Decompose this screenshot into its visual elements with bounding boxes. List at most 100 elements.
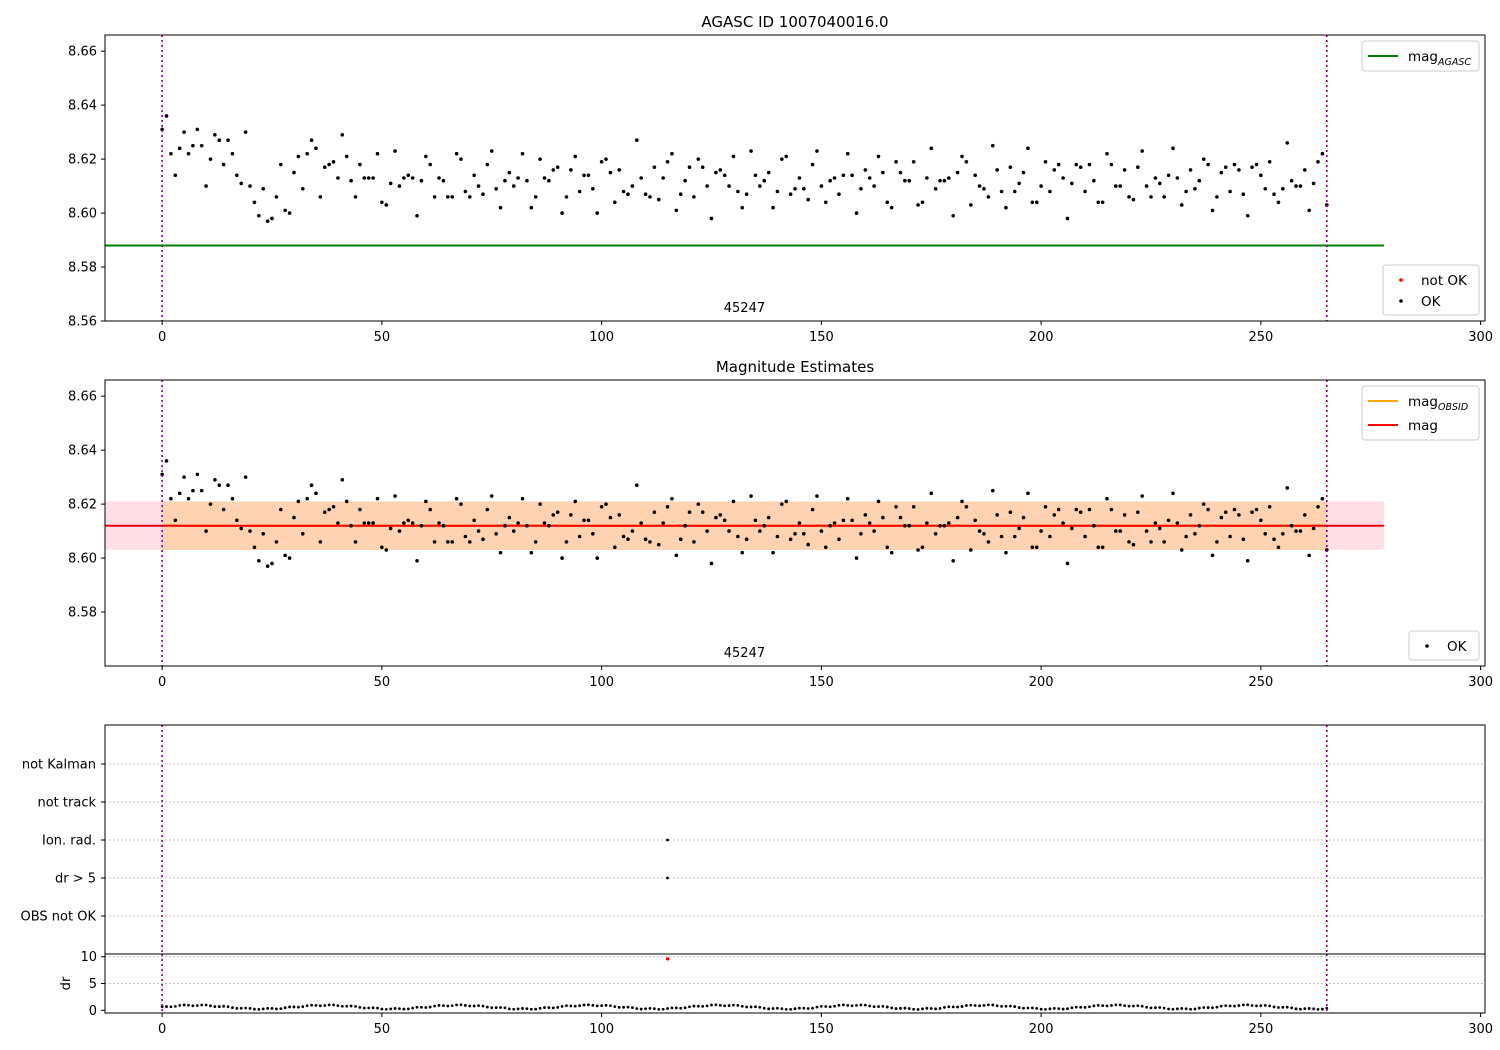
legend-box [1361,385,1480,441]
data-point [903,1006,907,1010]
data-point [850,518,854,523]
data-point [666,1007,669,1010]
data-point [1193,1007,1197,1011]
data-point [340,1004,344,1008]
data-point [1092,178,1096,183]
x-tick-label: 100 [589,1022,614,1037]
data-point [542,176,547,180]
data-point [911,160,916,164]
data-point [1070,181,1074,186]
data-point [828,1005,832,1009]
data-point [947,176,951,180]
data-point [762,1006,766,1010]
data-point [419,178,424,183]
data-point [1281,1005,1285,1009]
data-point [960,1005,964,1008]
data-point [710,1003,713,1007]
data-point [652,165,657,170]
data-point [257,558,261,563]
data-point [850,173,854,178]
data-point [1100,545,1105,550]
data-point [230,151,235,156]
data-point [999,189,1004,194]
chart-title: Magnitude Estimates [716,358,874,376]
data-point [727,529,731,533]
data-point [1180,1007,1184,1010]
data-point [1179,548,1184,552]
data-point [1026,146,1030,151]
data-point [828,178,832,183]
data-point [165,1005,168,1008]
data-point [516,521,520,525]
data-point [283,208,287,213]
data-point [538,157,542,161]
data-point [358,1005,362,1009]
data-point [287,211,292,215]
data-point [1114,1003,1118,1007]
data-point [951,1005,955,1009]
data-point [1162,195,1166,199]
data-point [270,561,274,566]
data-point [1201,157,1206,161]
data-point [516,176,520,180]
data-point [270,1007,274,1010]
data-point [1153,521,1158,525]
data-point [393,494,397,498]
data-point [762,178,767,183]
data-point [384,203,389,207]
data-point [1012,189,1017,194]
data-point [420,1005,423,1009]
data-point [1215,195,1219,199]
data-point [507,515,512,520]
data-point [648,540,652,544]
data-point [837,537,841,541]
data-point [160,472,164,477]
data-point [354,1004,357,1008]
data-point [402,176,406,180]
data-point [784,1007,788,1011]
data-point [472,518,476,523]
data-point [1118,1003,1122,1007]
data-point [1153,176,1158,180]
data-point [1294,184,1298,188]
data-point [819,529,824,533]
data-point [446,540,450,544]
data-point [182,130,186,134]
data-point [318,1004,322,1008]
data-point [340,478,345,482]
data-point [665,160,670,164]
data-point [622,1005,625,1009]
data-point [169,151,173,156]
data-point [929,146,934,151]
data-point [964,505,969,509]
data-point [428,507,433,512]
data-point [555,165,560,170]
data-point [613,1005,617,1009]
data-point [674,553,679,558]
data-point [942,523,947,528]
data-point [1008,510,1013,515]
data-point [1250,165,1254,170]
data-point [1056,507,1061,512]
data-point [1066,1007,1069,1011]
data-point [639,1007,643,1011]
data-point [1065,216,1070,221]
data-point [885,200,890,205]
x-tick-label: 0 [158,330,166,345]
data-point [613,545,617,550]
data-point [494,531,498,536]
data-point [965,1004,968,1007]
data-point [1215,540,1219,544]
data-point [1065,561,1070,566]
data-point [586,173,591,178]
data-point [1017,1006,1021,1009]
data-point [1250,510,1254,515]
data-point [1166,518,1171,523]
data-point [705,529,709,533]
data-point [398,1007,401,1011]
data-point [1166,173,1171,178]
data-point [318,540,323,544]
data-point [292,1005,296,1009]
data-point [503,1006,507,1010]
data-point [199,143,204,148]
